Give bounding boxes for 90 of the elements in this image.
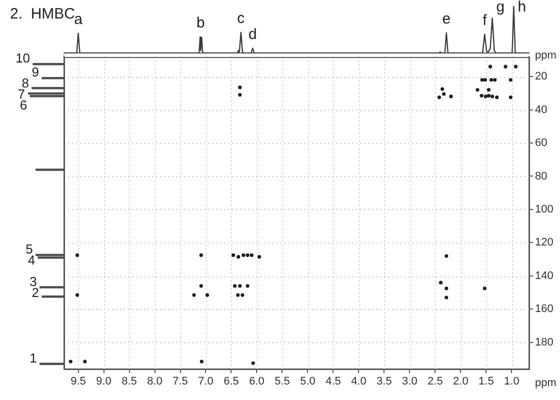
x-tick-label: 6.0 xyxy=(249,376,264,388)
point xyxy=(442,92,446,96)
point xyxy=(476,88,480,92)
x-tick-label: 7.0 xyxy=(198,376,214,388)
point xyxy=(238,284,242,288)
point xyxy=(444,286,448,290)
point xyxy=(192,293,196,297)
point xyxy=(238,93,242,97)
point xyxy=(75,293,80,297)
point xyxy=(449,94,453,98)
point xyxy=(246,284,250,288)
point xyxy=(246,253,250,257)
x-tick-label: 8.5 xyxy=(122,376,137,388)
point xyxy=(482,286,486,290)
x-axis-title: ppm xyxy=(535,377,556,390)
annotation: e xyxy=(442,10,451,28)
x-tick-label: 2.5 xyxy=(428,376,443,388)
x-tick-label: 5.0 xyxy=(300,376,316,388)
point xyxy=(493,78,497,82)
point xyxy=(231,253,236,257)
point xyxy=(250,253,254,257)
x-tick-label: 1.5 xyxy=(478,376,494,388)
point xyxy=(508,78,512,82)
x-tick-label: 1.0 xyxy=(504,376,520,388)
x-tick-label: 4.5 xyxy=(326,376,341,388)
x-tick-label: 7.5 xyxy=(172,376,188,388)
point xyxy=(489,78,494,82)
annotation: d xyxy=(248,26,257,43)
point xyxy=(488,64,492,68)
y-tick-label: 20 xyxy=(535,70,548,83)
point xyxy=(200,360,204,364)
point xyxy=(508,96,512,100)
annotation: 9 xyxy=(32,64,40,80)
x-tick-label: 9.0 xyxy=(96,376,112,388)
point xyxy=(483,78,487,82)
x-tick-label: 2.0 xyxy=(453,376,468,388)
x-tick-label: 6.5 xyxy=(224,376,239,388)
point xyxy=(490,94,494,98)
annotation: g xyxy=(496,0,505,16)
annotation: f xyxy=(482,12,488,29)
point xyxy=(83,360,87,364)
y-tick-label: 160 xyxy=(535,303,554,316)
point xyxy=(68,360,72,364)
point xyxy=(480,78,484,82)
point xyxy=(233,284,237,288)
y-tick-label: 140 xyxy=(535,270,554,282)
point xyxy=(480,94,484,98)
point xyxy=(440,87,444,91)
point xyxy=(486,88,491,92)
point xyxy=(236,255,240,259)
point xyxy=(236,293,240,297)
point xyxy=(495,96,499,100)
point xyxy=(484,94,488,98)
x-tick-label: 5.5 xyxy=(274,376,290,388)
y-tick-label: 180 xyxy=(535,336,554,348)
point xyxy=(486,94,491,98)
annotation: 1 xyxy=(30,350,37,366)
point xyxy=(444,296,448,300)
point xyxy=(251,361,255,365)
point xyxy=(242,253,246,257)
point xyxy=(504,64,508,68)
point xyxy=(205,293,210,297)
annotation: 10 xyxy=(16,50,30,66)
point xyxy=(238,86,242,90)
point xyxy=(199,284,203,288)
annotation: 3 xyxy=(30,274,37,289)
x-tick-label: 4.0 xyxy=(351,376,366,388)
x-tick-label: 3.0 xyxy=(402,376,418,388)
y-tick-label: 120 xyxy=(535,236,554,249)
point xyxy=(444,254,448,258)
x-tick-label: 9.5 xyxy=(70,376,86,388)
point xyxy=(257,255,262,259)
x-tick-label: 8.0 xyxy=(147,376,162,388)
annotation: a xyxy=(74,10,84,28)
annotation: b xyxy=(196,14,205,32)
x-tick-label: 3.5 xyxy=(376,376,392,388)
chart-title: 2. HMBC xyxy=(10,6,76,23)
point xyxy=(75,253,80,257)
point xyxy=(199,253,203,257)
y-tick-label: 40 xyxy=(535,104,548,116)
y-axis-title: ppm xyxy=(535,50,556,62)
annotation: c xyxy=(237,10,246,27)
point xyxy=(240,293,244,297)
point xyxy=(437,96,442,100)
y-tick-label: 80 xyxy=(535,170,548,182)
point xyxy=(514,64,518,68)
point xyxy=(438,280,443,284)
y-tick-label: 100 xyxy=(535,204,554,216)
y-tick-label: 60 xyxy=(535,137,548,150)
annotation: h xyxy=(518,0,526,16)
